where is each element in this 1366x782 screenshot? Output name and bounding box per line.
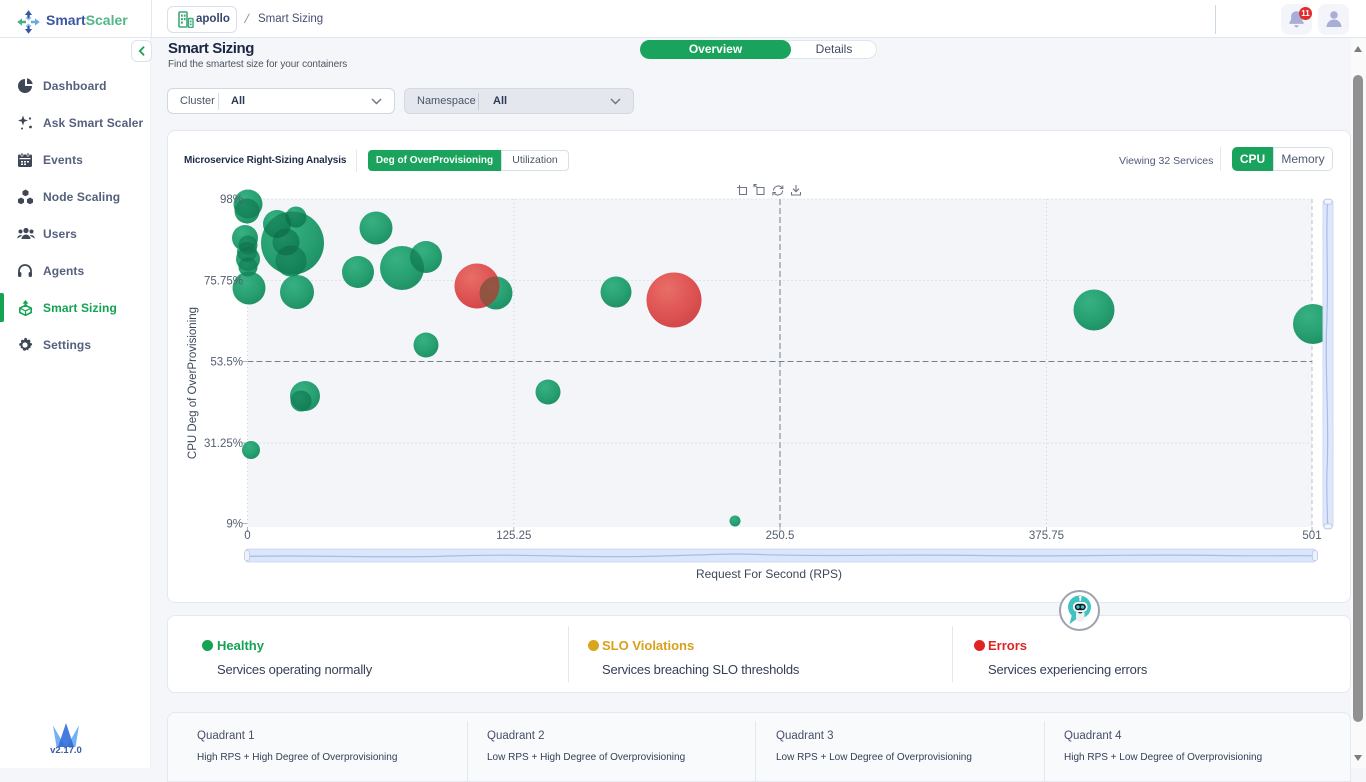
svg-text:9%: 9% xyxy=(226,519,243,531)
svg-text:125.25: 125.25 xyxy=(496,530,531,542)
svg-text:75.75%: 75.75% xyxy=(204,276,243,288)
svg-text:98%: 98% xyxy=(220,194,243,206)
svg-text:375.75: 375.75 xyxy=(1029,530,1064,542)
svg-text:250.5: 250.5 xyxy=(766,530,795,542)
svg-text:Request For Second (RPS): Request For Second (RPS) xyxy=(696,567,842,581)
svg-text:53.5%: 53.5% xyxy=(210,357,243,369)
svg-text:501: 501 xyxy=(1302,530,1321,542)
svg-text:31.25%: 31.25% xyxy=(204,438,243,450)
svg-text:CPU Deg of OverProvisioning: CPU Deg of OverProvisioning xyxy=(187,307,199,459)
svg-text:0: 0 xyxy=(244,530,250,542)
